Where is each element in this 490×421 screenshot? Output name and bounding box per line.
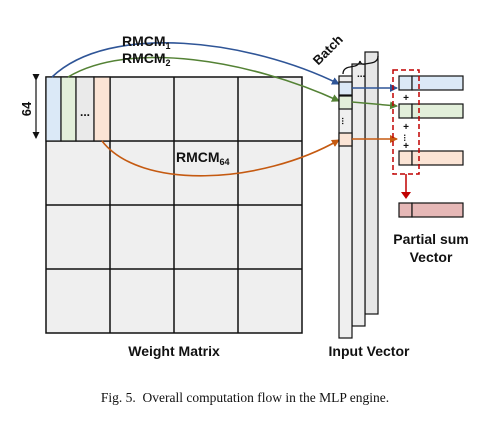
weight-matrix-title: Weight Matrix [128,343,220,359]
accumulation-dashed-box [392,69,420,175]
weight-column-2 [60,76,77,142]
plus-sign-3: + [403,141,409,152]
batch-ellipsis: ... [357,69,366,80]
rmcm-1-arrow [51,41,340,85]
weight-columns-ellipsis: ... [80,105,90,119]
batch-label: Batch [310,32,346,68]
accumulation-down-arrowhead [401,192,411,199]
weight-column-64 [93,76,111,142]
product-vector-1-head [398,75,413,91]
weight-matrix: ... 64 Weight Matrix [19,74,303,359]
input-element-2 [338,95,353,110]
input-vector-stack: ... [338,51,379,339]
partial-sum-title-line1: Partial sum [393,231,468,247]
partial-sum-vector [398,202,464,218]
figure-caption: Fig. 5. Overall computation flow in the … [101,390,389,405]
accumulator-connectors [351,84,398,143]
product-vector-2-body [411,103,464,119]
rmcm-2-label: RMCM2 [122,50,171,68]
product-vector-64-head [398,150,413,166]
plus-sign-2: + [403,122,409,133]
batch-brace [342,55,379,75]
product-vectors: + + ... + [398,75,464,166]
weight-column-1 [45,76,62,142]
partial-sum-head [398,202,413,218]
partial-sum-title-line2: Vector [410,249,453,265]
input-element-1 [338,81,353,96]
rmcm-64-arrow [101,139,340,177]
rmcm-arrows [51,41,340,177]
size-label-64: 64 [19,101,34,116]
input-vector-front [338,75,353,339]
input-vector-back-2 [364,51,379,315]
product-vector-2-head [398,103,413,119]
input-element-64 [338,132,353,147]
product-vector-64-body [411,150,464,166]
accumulation-dots: ... [402,134,412,142]
rmcm-1-label: RMCM1 [122,33,171,51]
rmcm-64-label: RMCM64 [176,149,230,167]
product-vector-1-body [411,75,464,91]
partial-sum-body [411,202,464,218]
rmcm-2-arrow [67,56,340,102]
input-element-ellipsis: ... [340,117,350,125]
connector-green [351,101,398,110]
input-vector-title: Input Vector [329,343,410,359]
plus-sign-1: + [403,93,409,104]
